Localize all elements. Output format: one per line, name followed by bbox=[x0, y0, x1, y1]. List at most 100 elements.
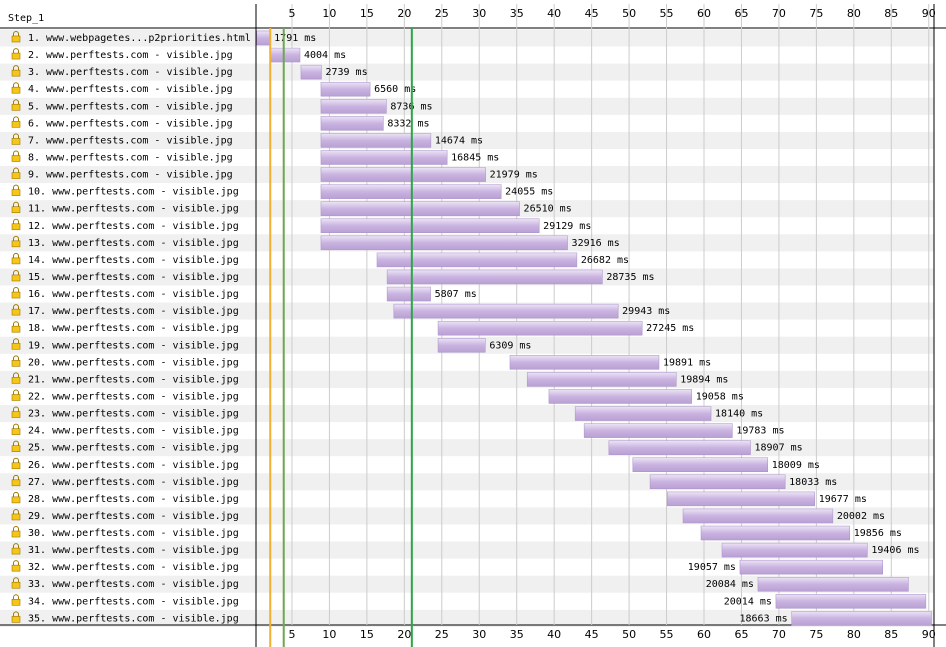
request-label: 8. www.perftests.com - visible.jpg bbox=[28, 152, 233, 163]
request-label: 21. www.perftests.com - visible.jpg bbox=[28, 374, 239, 385]
request-label: 2. www.perftests.com - visible.jpg bbox=[28, 50, 233, 61]
x-tick-label: 35 bbox=[510, 7, 524, 20]
request-label: 18. www.perftests.com - visible.jpg bbox=[28, 323, 239, 334]
x-tick-label: 15 bbox=[360, 628, 374, 641]
x-tick-label: 90 bbox=[922, 628, 936, 641]
x-tick-label: 60 bbox=[697, 628, 711, 641]
duration-label: 4004 ms bbox=[304, 50, 346, 61]
request-label: 7. www.perftests.com - visible.jpg bbox=[28, 135, 233, 146]
duration-label: 19894 ms bbox=[680, 374, 728, 385]
request-label: 25. www.perftests.com - visible.jpg bbox=[28, 443, 239, 454]
duration-label: 18009 ms bbox=[772, 460, 820, 471]
lock-icon bbox=[11, 564, 21, 572]
lock-shackle bbox=[13, 508, 19, 514]
duration-label: 19677 ms bbox=[819, 494, 867, 505]
duration-label: 1791 ms bbox=[274, 33, 316, 44]
lock-shackle bbox=[13, 252, 19, 258]
duration-label: 24055 ms bbox=[505, 187, 553, 198]
x-tick-label: 10 bbox=[322, 7, 336, 20]
duration-label: 2739 ms bbox=[325, 67, 367, 78]
x-tick-label: 75 bbox=[809, 7, 823, 20]
request-bar bbox=[376, 252, 578, 268]
request-bar bbox=[632, 457, 769, 472]
request-bar bbox=[300, 64, 322, 80]
request-bar bbox=[548, 389, 692, 404]
lock-shackle bbox=[13, 184, 19, 190]
x-tick-label: 20 bbox=[397, 628, 411, 641]
lock-shackle bbox=[13, 82, 19, 88]
x-tick-label: 25 bbox=[435, 628, 449, 641]
x-tick-label: 30 bbox=[472, 7, 486, 20]
request-label: 32. www.perftests.com - visible.jpg bbox=[28, 562, 239, 573]
lock-icon bbox=[11, 445, 21, 452]
request-bar bbox=[574, 406, 712, 421]
request-bar bbox=[269, 47, 301, 63]
x-tick-label: 20 bbox=[397, 7, 411, 20]
request-bar bbox=[667, 491, 815, 507]
lock-shackle bbox=[13, 201, 19, 207]
request-label: 26. www.perftests.com - visible.jpg bbox=[28, 460, 239, 471]
request-bar bbox=[320, 150, 448, 165]
x-tick-label: 60 bbox=[697, 7, 711, 20]
lock-icon bbox=[11, 206, 21, 213]
request-label: 3. www.perftests.com - visible.jpg bbox=[28, 67, 233, 78]
x-tick-label: 55 bbox=[660, 7, 674, 20]
lock-shackle bbox=[13, 355, 19, 361]
duration-label: 16845 ms bbox=[451, 152, 499, 163]
request-bar bbox=[320, 167, 486, 182]
x-tick-label: 90 bbox=[922, 7, 936, 20]
request-bar bbox=[437, 320, 643, 336]
duration-label: 19783 ms bbox=[736, 426, 784, 437]
x-tick-label: 70 bbox=[772, 628, 786, 641]
request-label: 34. www.perftests.com - visible.jpg bbox=[28, 596, 239, 607]
lock-shackle bbox=[13, 235, 19, 241]
lock-icon bbox=[11, 172, 21, 179]
duration-label: 19856 ms bbox=[854, 528, 902, 539]
request-label: 29. www.perftests.com - visible.jpg bbox=[28, 511, 239, 522]
lock-icon bbox=[11, 377, 21, 384]
lock-shackle bbox=[13, 304, 19, 310]
request-bar bbox=[791, 611, 932, 626]
request-bar bbox=[437, 338, 486, 353]
request-bar bbox=[393, 303, 619, 319]
request-label: 16. www.perftests.com - visible.jpg bbox=[28, 289, 239, 300]
x-tick-label: 45 bbox=[585, 628, 599, 641]
request-label: 10. www.perftests.com - visible.jpg bbox=[28, 187, 239, 198]
x-tick-label: 30 bbox=[472, 628, 486, 641]
request-bar bbox=[320, 201, 520, 216]
duration-label: 19406 ms bbox=[871, 545, 919, 556]
lock-shackle bbox=[13, 133, 19, 139]
request-label: 30. www.perftests.com - visible.jpg bbox=[28, 528, 239, 539]
request-label: 28. www.perftests.com - visible.jpg bbox=[28, 494, 239, 505]
duration-label: 19058 ms bbox=[696, 391, 744, 402]
x-tick-label: 50 bbox=[622, 7, 636, 20]
duration-label: 6560 ms bbox=[374, 84, 416, 95]
row-stripe bbox=[0, 131, 934, 149]
lock-shackle bbox=[13, 150, 19, 156]
lock-icon bbox=[11, 394, 21, 401]
request-label: 22. www.perftests.com - visible.jpg bbox=[28, 391, 239, 402]
lock-shackle bbox=[13, 31, 19, 36]
lock-shackle bbox=[13, 372, 19, 378]
request-bar bbox=[320, 116, 384, 131]
lock-shackle bbox=[13, 406, 19, 412]
row-stripe bbox=[0, 97, 934, 115]
request-label: 33. www.perftests.com - visible.jpg bbox=[28, 579, 239, 590]
lock-icon bbox=[11, 530, 21, 538]
request-label: 17. www.perftests.com - visible.jpg bbox=[28, 306, 239, 317]
lock-shackle bbox=[13, 99, 19, 105]
lock-icon bbox=[11, 257, 21, 265]
lock-icon bbox=[11, 479, 21, 487]
request-bar bbox=[526, 372, 677, 387]
duration-label: 18663 ms bbox=[739, 613, 787, 624]
lock-icon bbox=[11, 599, 21, 606]
lock-icon bbox=[11, 155, 21, 162]
request-label: 13. www.perftests.com - visible.jpg bbox=[28, 238, 239, 249]
request-label: 11. www.perftests.com - visible.jpg bbox=[28, 204, 239, 215]
request-bar bbox=[320, 235, 568, 251]
duration-label: 20084 ms bbox=[706, 579, 754, 590]
lock-shackle bbox=[13, 594, 19, 600]
request-bar bbox=[775, 594, 927, 609]
lock-icon bbox=[11, 223, 21, 231]
